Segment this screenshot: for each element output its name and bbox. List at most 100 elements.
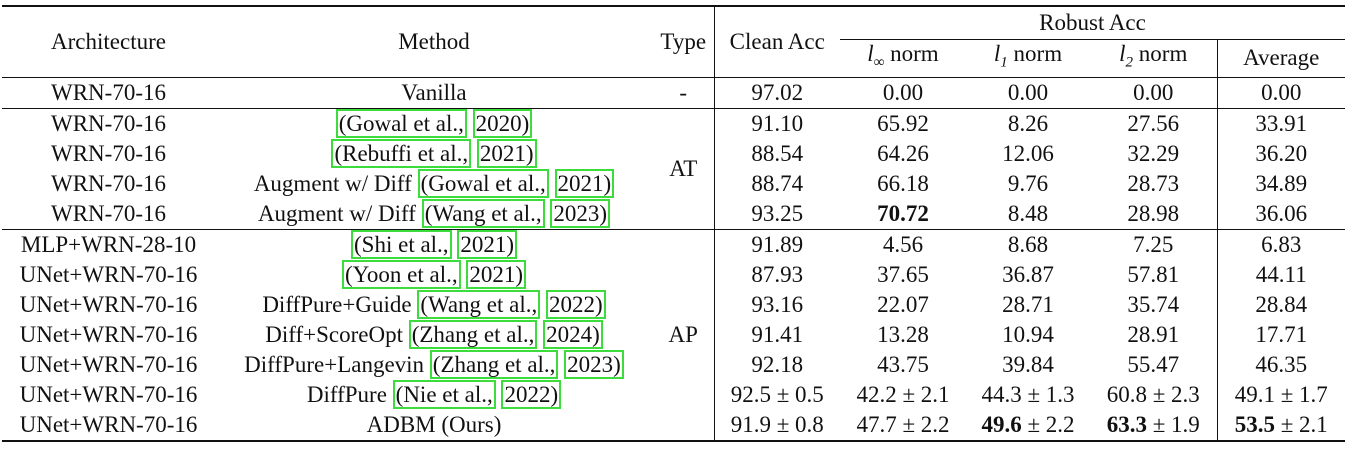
- citation-author: (Shi et al.,: [351, 229, 452, 259]
- table-row: UNet+WRN-70-16 DiffPure+Langevin (Zhang e…: [2, 349, 1346, 380]
- citation-author: (Rebuffi et al.,: [331, 138, 472, 168]
- value: 44.3 ± 1.3: [981, 381, 1075, 407]
- value: 91.10: [751, 110, 804, 136]
- value: 0.00: [1133, 79, 1174, 105]
- value-cell: 9.76: [966, 169, 1090, 199]
- value: 36.20: [1255, 140, 1308, 166]
- citation-year: 2023): [564, 349, 624, 379]
- table-row: UNet+WRN-70-16 ADBM (Ours) 91.9 ± 0.8 47.7 …: [2, 409, 1346, 441]
- table-row: MLP+WRN-28-10 (Shi et al., 2021) AP 91.89 4.…: [2, 228, 1346, 441]
- value: 36.06: [1255, 200, 1308, 226]
- value: 28.73: [1127, 170, 1180, 196]
- architecture-cell: UNet+WRN-70-16: [19, 291, 198, 317]
- citation-year: 2023): [550, 198, 611, 228]
- value-cell: 91.89: [713, 228, 840, 260]
- value-cell: 8.48: [966, 199, 1090, 230]
- table-row: UNet+WRN-70-16 DiffPure (Nie et al., 2022…: [2, 379, 1346, 410]
- value-cell: 55.47: [1090, 350, 1217, 380]
- norm-header: l2 norm: [1090, 39, 1217, 78]
- value-std: ± 1.9: [1152, 411, 1200, 437]
- value: 37.65: [877, 261, 929, 287]
- value: 64.26: [877, 140, 929, 166]
- value-cell: 60.8 ± 2.3: [1090, 380, 1217, 410]
- value-cell: 36.06: [1216, 198, 1346, 230]
- page: {"header": {"architecture": "Architectur…: [0, 5, 1349, 462]
- citation-year: 2021): [466, 259, 527, 289]
- table-header: Architecture Method Type Clean Acc Robust Ac…: [2, 6, 1346, 78]
- method-name: Augment w/ Diff: [257, 200, 416, 226]
- value-cell: 93.16: [713, 289, 840, 320]
- method-cell: Augment w/ Diff (Gowal et al., 2021): [215, 168, 653, 199]
- value: 93.16: [751, 291, 804, 317]
- type-cell: -: [653, 76, 714, 109]
- value-cell: 65.92: [840, 107, 966, 139]
- value-cell: 88.74: [713, 168, 840, 199]
- value: 88.74: [751, 170, 804, 196]
- value-cell: 46.35: [1216, 349, 1346, 380]
- norm-symbol: l2: [1119, 41, 1134, 71]
- value: 34.89: [1255, 170, 1308, 196]
- value: 92.5 ± 0.5: [730, 381, 824, 407]
- method-cell: Augment w/ Diff (Wang et al., 2023): [215, 198, 653, 230]
- results-table: Architecture Method Type Clean Acc Robust Ac…: [2, 5, 1346, 442]
- citation-year: 2021): [476, 138, 537, 168]
- architecture-cell: WRN-70-16: [2, 76, 215, 109]
- citation-author: (Gowal et al.,: [335, 108, 467, 138]
- value-cell: 36.20: [1216, 138, 1346, 169]
- value: 35.74: [1127, 291, 1180, 317]
- value: 87.93: [751, 261, 804, 287]
- architecture-cell: UNet+WRN-70-16: [19, 381, 198, 407]
- value-cell: 28.84: [1216, 289, 1346, 320]
- method-cell: (Yoon et al., 2021): [215, 259, 653, 290]
- value-cell: 12.06: [966, 139, 1090, 169]
- value-std: ± 2.2: [1027, 411, 1075, 437]
- value: 22.07: [877, 291, 929, 317]
- value: 8.48: [1007, 200, 1049, 226]
- value: 65.92: [877, 110, 929, 136]
- method-cell: DiffPure+Langevin (Zhang et al., 2023): [215, 349, 653, 380]
- value-cell: 32.29: [1090, 139, 1217, 169]
- value-cell: 44.11: [1216, 259, 1346, 290]
- norm-subscript: ∞: [873, 54, 885, 71]
- citation-author: (Zhang et al.,: [429, 349, 559, 379]
- citation-year: 2022): [501, 379, 562, 409]
- norm-word: norm: [1138, 41, 1188, 66]
- citation-year: 2020): [472, 108, 533, 138]
- architecture-cell: WRN-70-16: [2, 107, 215, 139]
- value-cell: 28.91: [1090, 320, 1217, 350]
- value-cell: 49.1 ± 1.7: [1216, 379, 1346, 410]
- value-cell: 0.00: [1216, 76, 1346, 109]
- value: 28.98: [1127, 200, 1180, 226]
- norm-subscript: 1: [1000, 54, 1008, 71]
- citation-author: (Wang et al.,: [421, 198, 545, 228]
- value: 32.29: [1127, 140, 1180, 166]
- value-cell: 44.3 ± 1.3: [966, 380, 1090, 410]
- value-cell: 28.71: [966, 290, 1090, 320]
- value-cell: 64.26: [840, 139, 966, 169]
- value: 47.7 ± 2.2: [856, 411, 950, 437]
- value-cell: 92.5 ± 0.5: [713, 379, 840, 410]
- value-cell: 36.87: [966, 260, 1090, 290]
- robust-header: Robust Acc: [840, 6, 1346, 40]
- citation-year: 2021): [554, 168, 615, 198]
- method-cell: (Rebuffi et al., 2021): [215, 138, 653, 169]
- value-cell: 47.7 ± 2.2: [840, 410, 966, 441]
- table-body: WRN-70-16 Vanilla -97.02 0.00 0.00 0.00 0.00 WR…: [2, 76, 1346, 441]
- value-cell: 10.94: [966, 320, 1090, 350]
- architecture-cell: WRN-70-16: [51, 170, 166, 196]
- value: 92.18: [751, 351, 804, 377]
- value: 9.76: [1007, 170, 1049, 196]
- value: 43.75: [877, 351, 929, 377]
- value-cell: 8.68: [966, 228, 1090, 260]
- type-cell: AT: [653, 107, 714, 230]
- method-name: Diff+ScoreOpt: [265, 321, 403, 347]
- value: 8.68: [1007, 231, 1049, 257]
- value: 13.28: [877, 321, 929, 347]
- value: 28.71: [1002, 291, 1054, 317]
- table-row: UNet+WRN-70-16 Diff+ScoreOpt (Zhang et al…: [2, 319, 1346, 350]
- method-cell: Vanilla: [215, 76, 653, 109]
- method-name: DiffPure+Guide: [262, 291, 412, 317]
- method-name: DiffPure: [306, 381, 387, 407]
- method-cell: DiffPure (Nie et al., 2022): [215, 379, 653, 410]
- value-cell: 6.83: [1216, 228, 1346, 260]
